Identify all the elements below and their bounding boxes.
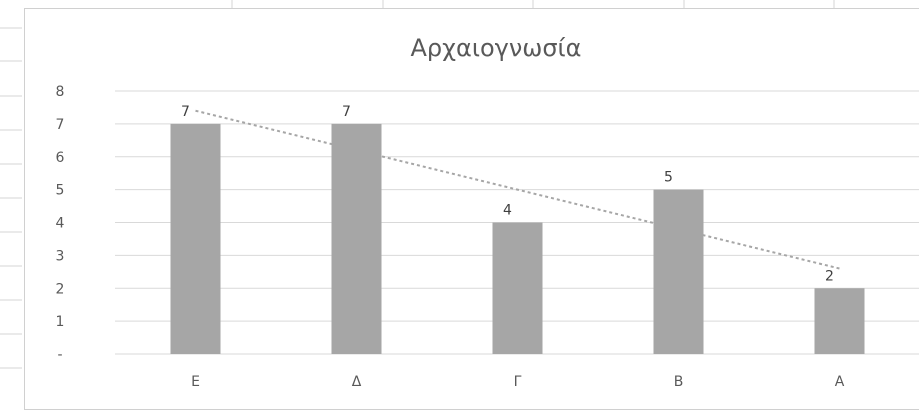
trendline (195, 109, 840, 270)
y-tick-label: 3 (56, 248, 65, 264)
data-label: 7 (342, 104, 351, 120)
bar-Α (814, 288, 865, 354)
y-tick-label: 2 (56, 281, 65, 297)
spreadsheet-gridlines (0, 0, 835, 369)
y-tick-label: - (57, 347, 62, 363)
bar-series (170, 123, 865, 354)
x-tick-label: Γ (514, 374, 522, 390)
bar-Ε (170, 123, 221, 354)
bar-Γ (492, 222, 543, 354)
x-tick-label: Ε (191, 374, 200, 390)
y-tick-label: 1 (56, 314, 65, 330)
y-axis-ticks: - 1 2 3 4 5 6 7 8 (56, 84, 65, 363)
data-label: 5 (664, 170, 673, 186)
data-label: 2 (825, 268, 834, 284)
trendline-line (195, 109, 840, 270)
data-label: 7 (181, 104, 190, 120)
data-label: 4 (503, 203, 512, 219)
y-tick-label: 7 (56, 117, 65, 133)
data-labels: 7 7 4 5 2 (181, 104, 834, 284)
y-tick-label: 4 (56, 216, 65, 232)
y-tick-label: 5 (56, 183, 65, 199)
x-tick-label: Δ (352, 374, 362, 390)
chart-plot: Αρχαιογνωσία - 1 2 3 4 5 6 7 8 7 7 4 5 2 Ε Δ Γ Β Α (56, 34, 919, 390)
bar-Β (653, 189, 704, 354)
chart-title: Αρχαιογνωσία (411, 34, 582, 62)
y-tick-label: 8 (56, 84, 65, 100)
y-tick-label: 6 (56, 150, 65, 166)
x-tick-label: Β (674, 374, 684, 390)
bar-Δ (331, 123, 382, 354)
x-tick-label: Α (835, 374, 845, 390)
